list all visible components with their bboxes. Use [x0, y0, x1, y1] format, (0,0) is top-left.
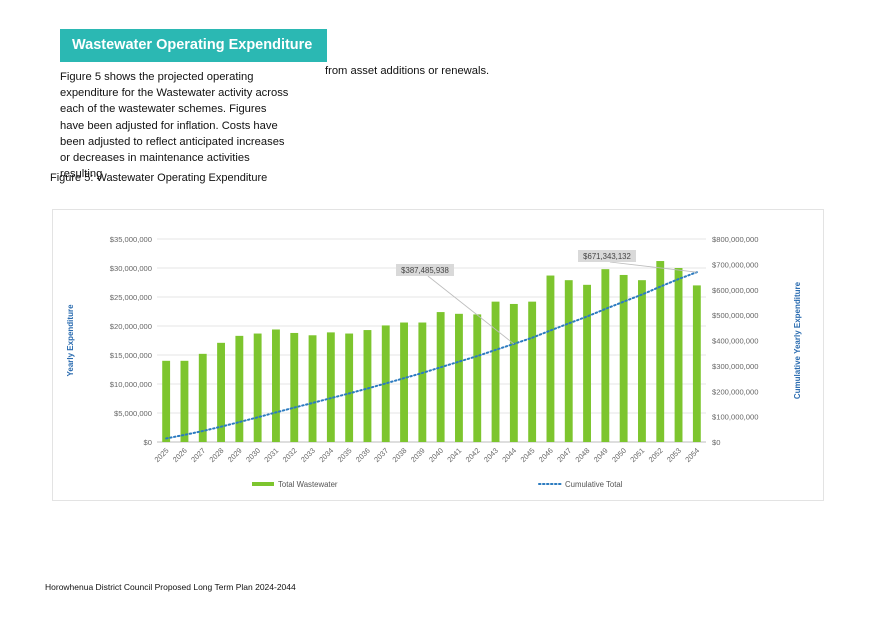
- annotation-label: $671,343,132: [583, 252, 631, 261]
- x-tick-label: 2049: [592, 446, 610, 464]
- bar: [235, 335, 244, 442]
- y2-tick-label: $500,000,000: [712, 311, 758, 320]
- body-paragraph-left: Figure 5 shows the projected operating e…: [60, 71, 289, 181]
- bar: [290, 332, 299, 442]
- bar: [638, 280, 646, 442]
- y2-tick-label: $700,000,000: [712, 260, 758, 269]
- bar: [217, 342, 225, 442]
- bar: [308, 335, 317, 442]
- bar: [692, 285, 701, 442]
- y-tick-label: $25,000,000: [110, 293, 152, 302]
- annotation-box: [396, 264, 454, 276]
- y2-tick-label: $200,000,000: [712, 387, 758, 396]
- bar: [656, 261, 665, 442]
- bar: [509, 303, 518, 442]
- y-tick-label: $0: [144, 438, 152, 447]
- x-tick-label: 2051: [628, 446, 646, 464]
- x-tick-label: 2048: [573, 446, 591, 464]
- y2-tick-label: $300,000,000: [712, 362, 758, 371]
- bar: [583, 284, 591, 442]
- x-tick-label: 2027: [189, 446, 207, 464]
- x-tick-label: 2033: [299, 446, 317, 464]
- annotation-label: $387,485,938: [401, 266, 449, 275]
- bar: [400, 322, 408, 442]
- x-tick-label: 2034: [317, 446, 335, 464]
- y-tick-label: $5,000,000: [114, 409, 152, 418]
- bar: [418, 322, 427, 442]
- x-tick-label: 2041: [445, 446, 463, 464]
- cumulative-line: [165, 271, 698, 440]
- chart-container: $0 $5,000,000 $10,000,000 $15,000,000 $20,00…: [52, 209, 824, 501]
- bar: [473, 314, 482, 442]
- page-footer: Horowhenua District Council Proposed Lon…: [45, 582, 296, 592]
- x-tick-label: 2039: [409, 446, 427, 464]
- bar: [272, 329, 280, 442]
- bar: [345, 333, 354, 442]
- y-tick-label: $35,000,000: [110, 235, 152, 244]
- y-axis-title: Yearly Expenditure: [66, 304, 75, 377]
- body-paragraph-right: from asset additions or renewals.: [325, 65, 490, 77]
- y-tick-label: $20,000,000: [110, 322, 152, 331]
- y2-tick-label: $800,000,000: [712, 235, 758, 244]
- x-tick-label: 2053: [665, 446, 683, 464]
- bar: [326, 332, 335, 442]
- bar: [162, 360, 171, 442]
- bar: [198, 353, 207, 442]
- bar: [180, 360, 189, 442]
- y-tick-label: $15,000,000: [110, 351, 152, 360]
- legend-label-line: Cumulative Total: [565, 480, 623, 489]
- bar: [491, 301, 500, 442]
- x-tick-label: 2038: [390, 446, 408, 464]
- bar: [528, 301, 537, 442]
- x-tick-label: 2052: [647, 446, 665, 464]
- x-tick-label: 2050: [610, 446, 628, 464]
- y2-tick-label: $100,000,000: [712, 413, 758, 422]
- x-tick-label: 2029: [226, 446, 244, 464]
- bar: [436, 312, 445, 442]
- annotation-leader: [427, 275, 515, 345]
- section-title: Wastewater Operating Expenditure: [60, 29, 327, 62]
- x-tick-label: 2040: [427, 446, 445, 464]
- bar: [674, 268, 683, 442]
- x-tick-label: 2046: [537, 446, 555, 464]
- x-tick-label: 2043: [482, 446, 500, 464]
- bar: [619, 274, 628, 442]
- y-tick-label: $30,000,000: [110, 264, 152, 273]
- x-tick-label: 2044: [500, 446, 518, 464]
- bar: [455, 313, 463, 442]
- figure-caption: Figure 5: Wastewater Operating Expenditu…: [50, 172, 268, 184]
- x-tick-label: 2028: [207, 446, 225, 464]
- y2-tick-label: $400,000,000: [712, 337, 758, 346]
- x-tick-label: 2036: [354, 446, 372, 464]
- x-tick-label: 2045: [519, 446, 537, 464]
- annotation-box: [578, 250, 636, 262]
- annotation-leader: [609, 261, 697, 273]
- x-tick-label: 2030: [244, 446, 262, 464]
- bar: [601, 269, 610, 442]
- bar: [564, 280, 573, 442]
- y2-tick-label: $600,000,000: [712, 286, 758, 295]
- bar: [546, 275, 555, 442]
- x-tick-label: 2025: [153, 446, 171, 464]
- y2-tick-label: $0: [712, 438, 720, 447]
- x-tick-label: 2031: [262, 446, 280, 464]
- legend-label-bars: Total Wastewater: [278, 480, 338, 489]
- x-tick-label: 2042: [464, 446, 482, 464]
- bar: [363, 330, 372, 442]
- x-tick-label: 2047: [555, 446, 573, 464]
- x-tick-label: 2035: [336, 446, 354, 464]
- y2-axis-title: Cumulative Yearly Expenditure: [793, 281, 802, 399]
- x-tick-label: 2054: [683, 446, 701, 464]
- x-tick-label: 2026: [171, 446, 189, 464]
- x-tick-label: 2037: [372, 446, 390, 464]
- x-tick-label: 2032: [281, 446, 299, 464]
- y-tick-label: $10,000,000: [110, 380, 152, 389]
- bar: [253, 333, 262, 442]
- expenditure-chart: $0 $5,000,000 $10,000,000 $15,000,000 $20,00…: [66, 235, 802, 489]
